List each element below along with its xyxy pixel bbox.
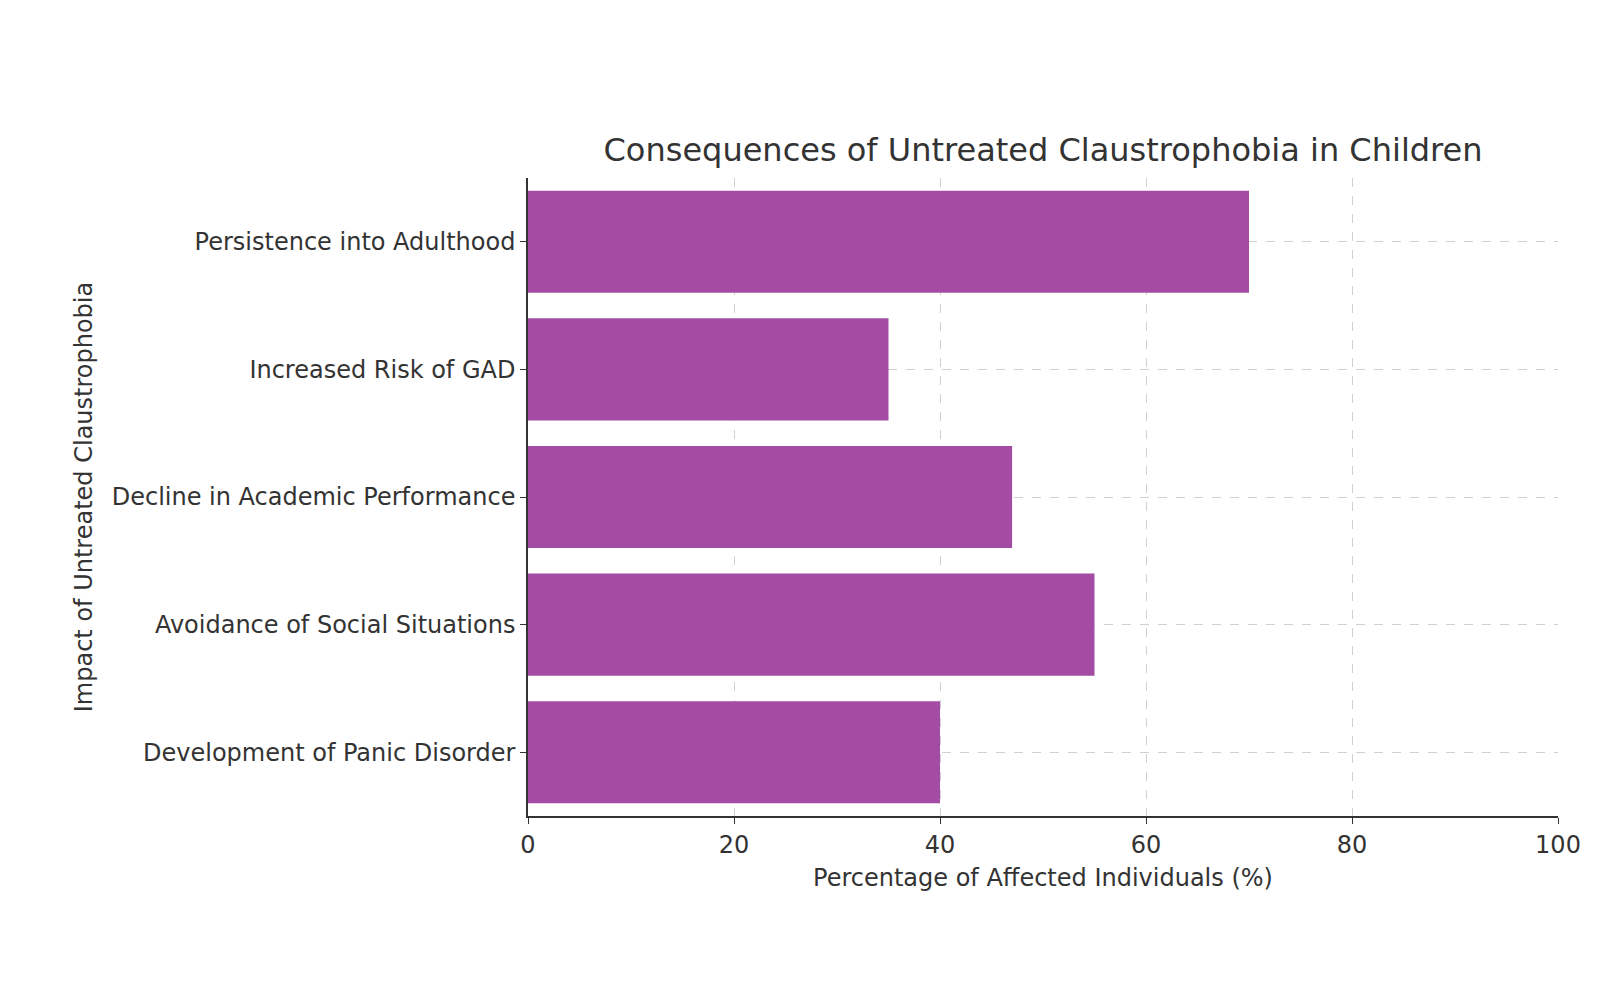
svg-text:Consequences of Untreated Clau: Consequences of Untreated Claustrophobia…: [604, 131, 1483, 169]
svg-text:Avoidance of Social Situations: Avoidance of Social Situations: [155, 611, 516, 639]
svg-text:Decline in Academic Performanc: Decline in Academic Performance: [112, 483, 516, 511]
svg-text:Percentage of Affected Individ: Percentage of Affected Individuals (%): [813, 864, 1273, 892]
svg-text:40: 40: [925, 831, 956, 859]
svg-text:Increased Risk of GAD: Increased Risk of GAD: [249, 356, 515, 384]
svg-text:Persistence into Adulthood: Persistence into Adulthood: [195, 228, 516, 256]
svg-text:20: 20: [719, 831, 750, 859]
svg-text:Development of Panic Disorder: Development of Panic Disorder: [143, 739, 516, 767]
svg-text:60: 60: [1131, 831, 1162, 859]
svg-text:0: 0: [520, 831, 535, 859]
svg-text:Impact of Untreated Claustroph: Impact of Untreated Claustrophobia: [70, 282, 98, 712]
svg-text:80: 80: [1337, 831, 1368, 859]
svg-text:100: 100: [1535, 831, 1581, 859]
